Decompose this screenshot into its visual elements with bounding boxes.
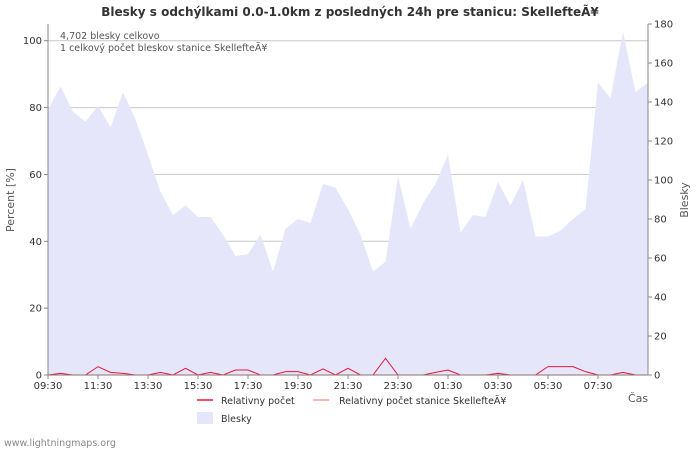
right-tick-labels: 0 20 40 60 80 100 120 140 160 180 [648,20,673,382]
chart-title: Blesky s odchýlkami 0.0-1.0km z posledný… [101,4,599,19]
right-tick-label-5: 100 [654,176,673,187]
left-tick-label-3: 60 [29,170,42,181]
x-tick-label-6: 21:30 [334,381,363,392]
left-tick-label-1: 20 [29,304,42,315]
station-total-note: 1 celkový počet bleskov stanice Skelleft… [60,43,267,54]
left-tick-label-0: 0 [36,371,42,382]
y-axis-label-left: Percent [%] [4,168,17,232]
right-tick-label-7: 140 [654,98,673,109]
legend: Relativny počet Relativny počet stanice … [197,396,506,425]
x-tick-label-1: 11:30 [84,381,113,392]
y-axis-label-right: Blesky [678,182,691,218]
right-tick-label-2: 40 [654,293,667,304]
x-tick-label-5: 19:30 [284,381,313,392]
right-tick-label-4: 80 [654,215,667,226]
right-tick-label-1: 20 [654,332,667,343]
legend-label-relative-count: Relativny počet [221,396,295,407]
right-tick-label-0: 0 [654,371,660,382]
x-tick-label-4: 17:30 [234,381,263,392]
left-tick-labels: 0 20 40 60 80 100 [23,36,48,382]
left-tick-label-2: 40 [29,237,42,248]
credit-text: www.lightningmaps.org [4,438,116,449]
x-tick-label-2: 13:30 [134,381,163,392]
x-axis-label: Čas [628,392,648,405]
lightning-area [48,31,648,376]
legend-swatch-lightning [197,412,213,424]
left-tick-label-5: 100 [23,36,42,47]
x-tick-label-11: 07:30 [584,381,613,392]
x-tick-labels: 09:30 11:30 13:30 15:30 17:30 19:30 21:30 23:30… [34,375,613,392]
x-tick-label-0: 09:30 [34,381,63,392]
total-lightning-note: 4,702 blesky celkovo [60,31,160,42]
right-tick-label-6: 120 [654,137,673,148]
right-tick-label-3: 60 [654,254,667,265]
legend-label-lightning: Blesky [221,414,252,425]
x-tick-label-8: 01:30 [434,381,463,392]
plot-area [47,24,649,376]
x-tick-label-10: 05:30 [534,381,563,392]
area-series [48,31,648,376]
right-tick-label-9: 180 [654,20,673,31]
legend-label-relative-station: Relativny počet stanice SkellefteÃ¥ [339,396,506,407]
x-tick-label-7: 23:30 [384,381,413,392]
x-tick-label-3: 15:30 [184,381,213,392]
left-tick-label-4: 80 [29,103,42,114]
x-tick-label-9: 03:30 [484,381,513,392]
right-tick-label-8: 160 [654,59,673,70]
